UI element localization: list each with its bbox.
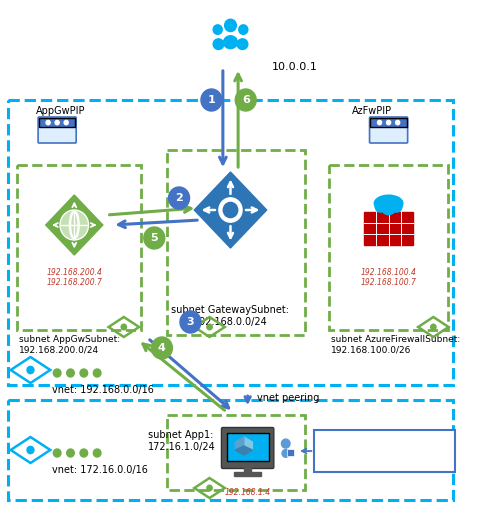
Circle shape xyxy=(55,120,59,125)
Circle shape xyxy=(212,25,222,34)
Text: vnet: 192.168.0.0/16: vnet: 192.168.0.0/16 xyxy=(52,385,154,395)
Circle shape xyxy=(93,369,101,377)
FancyBboxPatch shape xyxy=(226,433,268,461)
Circle shape xyxy=(53,369,61,377)
Circle shape xyxy=(27,367,34,374)
Ellipse shape xyxy=(223,36,237,49)
Circle shape xyxy=(27,446,34,454)
Polygon shape xyxy=(235,446,252,455)
Text: 1: 1 xyxy=(207,95,215,105)
Circle shape xyxy=(144,227,165,249)
Ellipse shape xyxy=(212,39,223,50)
Circle shape xyxy=(218,198,242,222)
Text: subnet GatewaySubnet:
192.168.0.0/24: subnet GatewaySubnet: 192.168.0.0/24 xyxy=(171,305,289,327)
Circle shape xyxy=(391,201,401,212)
Text: AppGwPIP: AppGwPIP xyxy=(36,106,86,116)
FancyBboxPatch shape xyxy=(287,449,293,456)
Circle shape xyxy=(238,25,247,34)
Text: 6: 6 xyxy=(242,95,249,105)
Circle shape xyxy=(64,120,68,125)
Ellipse shape xyxy=(282,450,289,457)
Circle shape xyxy=(375,201,385,212)
FancyBboxPatch shape xyxy=(38,117,76,143)
Circle shape xyxy=(430,324,435,330)
Circle shape xyxy=(223,202,237,218)
Polygon shape xyxy=(243,437,252,450)
Circle shape xyxy=(386,120,390,125)
Text: vnet peering: vnet peering xyxy=(257,393,319,403)
Text: subnet AzureFirewallSubnet:
192.168.100.0/26: subnet AzureFirewallSubnet: 192.168.100.… xyxy=(331,335,460,354)
Circle shape xyxy=(151,337,172,359)
Circle shape xyxy=(168,187,189,209)
Text: 3: 3 xyxy=(186,317,194,327)
Ellipse shape xyxy=(237,39,247,50)
Circle shape xyxy=(235,89,256,111)
Text: 192.168.200.4: 192.168.200.4 xyxy=(46,268,102,277)
Text: 2: 2 xyxy=(175,193,182,203)
Text: AzFwPIP: AzFwPIP xyxy=(352,106,392,116)
Circle shape xyxy=(207,324,212,330)
Text: Route table:: Route table: xyxy=(321,437,389,447)
Circle shape xyxy=(224,19,236,32)
Text: 4: 4 xyxy=(158,343,166,353)
Circle shape xyxy=(200,89,222,111)
Polygon shape xyxy=(235,437,243,450)
Text: 10.0.0.1: 10.0.0.1 xyxy=(271,62,317,72)
FancyBboxPatch shape xyxy=(221,428,273,468)
FancyBboxPatch shape xyxy=(369,117,407,143)
Text: 192.168.1.4: 192.168.1.4 xyxy=(224,488,270,497)
Text: subnet App1:
172.16.1.0/24: subnet App1: 172.16.1.0/24 xyxy=(147,430,215,452)
Circle shape xyxy=(66,369,74,377)
Ellipse shape xyxy=(374,195,402,211)
Text: 5: 5 xyxy=(150,233,158,243)
FancyBboxPatch shape xyxy=(370,118,406,127)
Circle shape xyxy=(66,449,74,457)
Circle shape xyxy=(53,449,61,457)
Circle shape xyxy=(207,485,212,491)
Circle shape xyxy=(121,324,126,330)
Circle shape xyxy=(60,210,89,240)
Text: 192.168.100.7: 192.168.100.7 xyxy=(360,278,416,287)
FancyBboxPatch shape xyxy=(243,466,251,472)
FancyBboxPatch shape xyxy=(234,472,260,476)
Text: 192.168.200.0/0 →Vnet: 192.168.200.0/0 →Vnet xyxy=(321,449,435,459)
Text: subnet AppGwSubnet:
192.168.200.0/24: subnet AppGwSubnet: 192.168.200.0/24 xyxy=(19,335,120,354)
Polygon shape xyxy=(45,195,103,255)
Circle shape xyxy=(281,439,289,448)
Circle shape xyxy=(80,449,88,457)
Circle shape xyxy=(380,198,395,215)
Polygon shape xyxy=(194,172,266,248)
Circle shape xyxy=(395,120,399,125)
Text: vnet: 172.16.0.0/16: vnet: 172.16.0.0/16 xyxy=(52,465,148,475)
FancyBboxPatch shape xyxy=(39,118,75,127)
Circle shape xyxy=(93,449,101,457)
Text: 192.168.100.4: 192.168.100.4 xyxy=(360,268,416,277)
FancyBboxPatch shape xyxy=(363,211,412,245)
Text: 192.168.200.7: 192.168.200.7 xyxy=(46,278,102,287)
Circle shape xyxy=(80,369,88,377)
Circle shape xyxy=(180,311,200,333)
Circle shape xyxy=(377,120,381,125)
Circle shape xyxy=(46,120,50,125)
FancyBboxPatch shape xyxy=(314,430,454,472)
